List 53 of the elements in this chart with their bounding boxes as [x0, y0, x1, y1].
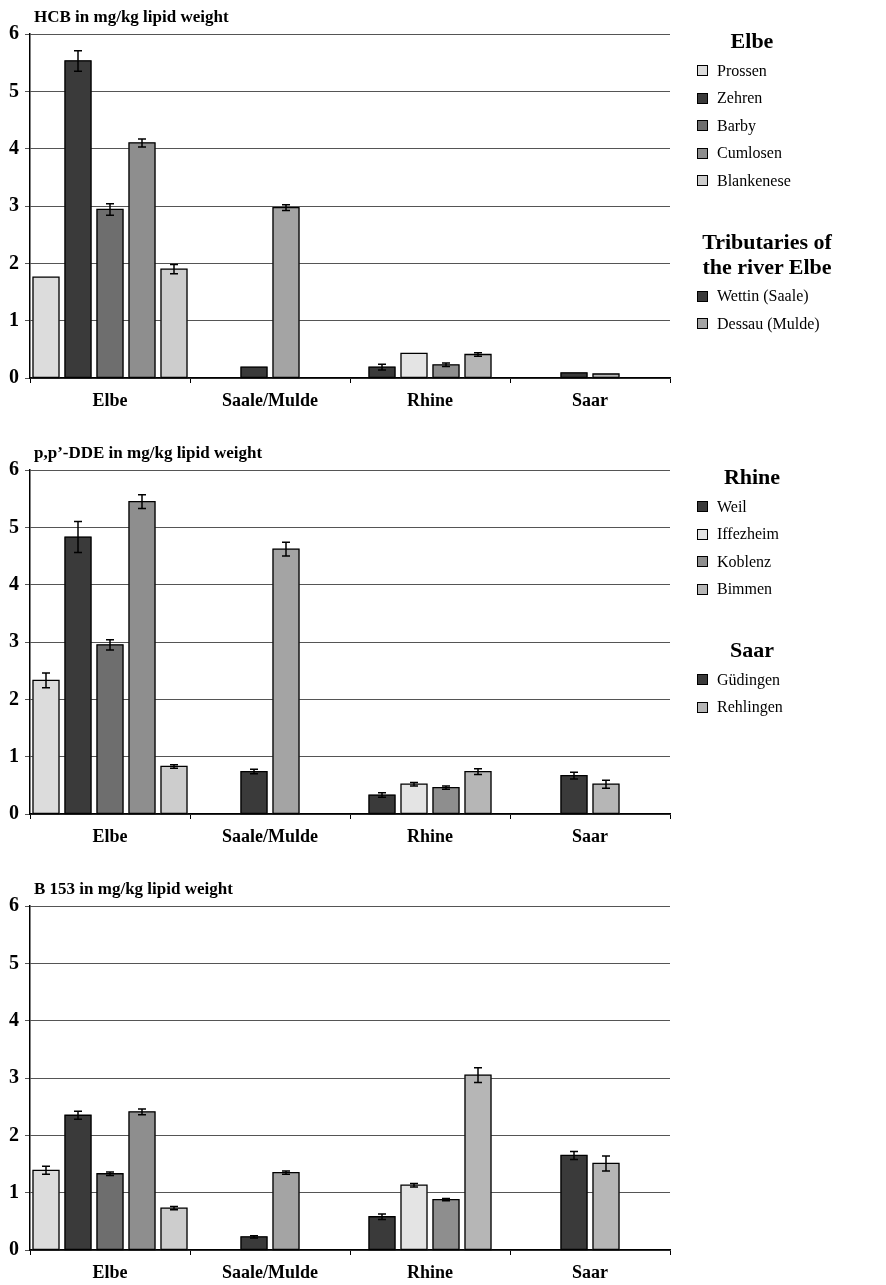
y-tick-label: 2 — [9, 250, 19, 273]
x-tick-label: Rhine — [406, 1262, 454, 1283]
x-tick-label: Elbe — [92, 1262, 128, 1283]
x-tick-label: Saale/Mulde — [221, 390, 319, 411]
legend-label: Koblenz — [717, 552, 772, 571]
y-tick-label: 1 — [9, 1179, 19, 1202]
y-tick-label: 3 — [9, 193, 19, 216]
legend-label: Bimmen — [717, 580, 773, 599]
y-tick-label: 3 — [9, 1065, 19, 1088]
text: Saar — [729, 637, 775, 662]
y-tick-label: 4 — [9, 571, 19, 594]
legend-label: Cumlosen — [717, 144, 782, 163]
y-tick-label: 5 — [9, 78, 19, 101]
text: Tributaries of the river Elbe — [701, 228, 833, 279]
legend-label: Zehren — [717, 89, 763, 108]
legend-label: Iffezheim — [717, 525, 779, 544]
text: Rhine — [722, 464, 782, 489]
y-tick-label: 6 — [9, 457, 19, 480]
y-tick-label: 6 — [9, 893, 19, 916]
x-tick-label: Saar — [572, 826, 609, 847]
text: Elbe — [729, 28, 775, 53]
x-tick-label: Elbe — [92, 390, 128, 411]
legend-label: Rehlingen — [717, 698, 783, 717]
y-tick-label: 5 — [9, 950, 19, 973]
x-tick-label: Rhine — [406, 826, 454, 847]
legend-label: Wettin (Saale) — [717, 287, 809, 306]
x-tick-label: Elbe — [92, 826, 128, 847]
chart-title: p,p’-DDE in mg/kg lipid weight — [34, 443, 263, 463]
chart-title: HCB in mg/kg lipid weight — [34, 7, 229, 27]
y-tick-label: 0 — [9, 801, 19, 824]
y-tick-label: 4 — [9, 1007, 19, 1030]
legend-label: Blankenese — [717, 171, 791, 190]
y-tick-label: 6 — [9, 21, 19, 44]
y-tick-label: 2 — [9, 686, 19, 709]
y-tick-label: 3 — [9, 629, 19, 652]
x-tick-label: Saale/Mulde — [221, 826, 319, 847]
y-tick-label: 0 — [9, 365, 19, 388]
legend-label: Dessau (Mulde) — [717, 314, 820, 333]
x-tick-label: Saar — [572, 1262, 609, 1283]
legend-label: Weil — [717, 497, 747, 516]
y-tick-label: 0 — [9, 1237, 19, 1260]
legend-label: Barby — [717, 116, 757, 135]
y-tick-label: 2 — [9, 1122, 19, 1145]
x-tick-label: Saale/Mulde — [221, 1262, 319, 1283]
x-tick-label: Saar — [572, 390, 609, 411]
legend-label: Prossen — [717, 61, 767, 80]
y-tick-label: 1 — [9, 307, 19, 330]
x-tick-label: Rhine — [406, 390, 454, 411]
y-tick-label: 4 — [9, 135, 19, 158]
y-tick-label: 5 — [9, 514, 19, 537]
chart-title: B 153 in mg/kg lipid weight — [34, 879, 234, 899]
y-tick-label: 1 — [9, 743, 19, 766]
legend-label: Güdingen — [717, 670, 781, 689]
